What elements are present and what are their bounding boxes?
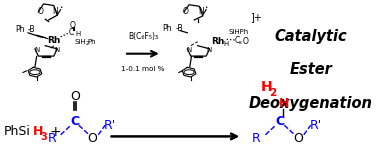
Text: C: C <box>70 116 79 128</box>
Text: Catalytic: Catalytic <box>274 29 347 44</box>
Text: 2: 2 <box>269 88 276 98</box>
Text: SiH: SiH <box>74 39 86 45</box>
Text: O: O <box>70 90 80 103</box>
Text: H: H <box>279 97 290 110</box>
Text: Ph: Ph <box>163 24 172 33</box>
Text: H: H <box>75 31 81 37</box>
Text: O: O <box>293 132 303 145</box>
Text: R': R' <box>310 119 322 132</box>
Text: +: + <box>50 125 61 139</box>
Text: C: C <box>275 116 284 128</box>
Text: Ester: Ester <box>289 62 332 77</box>
Text: R': R' <box>104 119 116 132</box>
Text: O: O <box>183 7 189 16</box>
Text: Ph: Ph <box>15 25 24 34</box>
Text: N: N <box>53 7 58 16</box>
Text: H: H <box>223 41 229 47</box>
Text: Rh: Rh <box>47 35 60 45</box>
Text: Rh: Rh <box>212 37 225 46</box>
Text: C: C <box>234 36 240 45</box>
Text: -B: -B <box>28 25 36 34</box>
Text: •: • <box>204 5 208 10</box>
Text: N: N <box>198 7 204 16</box>
Text: H: H <box>260 80 272 94</box>
Text: N: N <box>186 47 192 53</box>
Text: N: N <box>34 47 39 53</box>
Text: 3: 3 <box>40 132 47 142</box>
Text: •: • <box>59 5 62 10</box>
Text: O: O <box>70 21 76 30</box>
Text: -B: -B <box>175 24 183 33</box>
Text: s: s <box>239 40 242 45</box>
Text: B(C₆F₅)₃: B(C₆F₅)₃ <box>128 32 158 41</box>
Text: 2: 2 <box>86 41 89 46</box>
Text: C: C <box>68 28 74 36</box>
Text: Deoxygenation: Deoxygenation <box>249 96 373 111</box>
Text: PhSi: PhSi <box>4 125 31 138</box>
Text: Ph: Ph <box>88 39 96 45</box>
Text: ]+: ]+ <box>250 13 262 23</box>
Text: R: R <box>47 132 56 145</box>
Text: H: H <box>33 125 43 138</box>
Text: O: O <box>37 7 43 16</box>
Text: O: O <box>88 132 98 145</box>
Text: 1-0.1 mol %: 1-0.1 mol % <box>121 66 164 72</box>
Text: N: N <box>54 47 59 53</box>
Text: O: O <box>243 37 248 46</box>
Text: SiHPh: SiHPh <box>228 29 249 35</box>
Text: R: R <box>252 132 261 145</box>
Text: N: N <box>206 47 212 53</box>
